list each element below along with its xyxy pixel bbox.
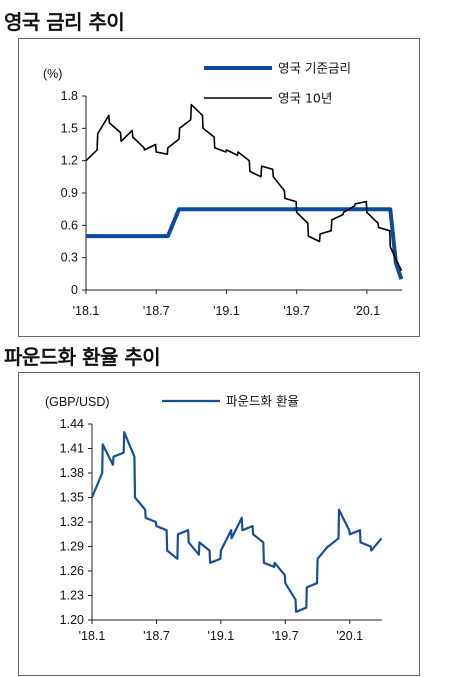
x-tick-label: '19.7 <box>272 629 299 643</box>
gbp-fx-chart: (GBP/USD) 1.44 1.41 1.38 1.35 1.32 1.29 1.26 1.2… <box>45 394 383 643</box>
y-tick-label: 1.29 <box>60 540 84 554</box>
x-tick-label: '18.7 <box>143 304 170 318</box>
y-tick-label: 1.32 <box>60 515 84 529</box>
legend-label: 영국 10년 <box>278 91 332 106</box>
y-tick-label: 0.3 <box>61 251 78 265</box>
bottom-chart-title: 파운드화 환율 추이 <box>4 345 161 369</box>
y-tick-label: 0.9 <box>61 186 78 200</box>
gbp-fx-series-line-1 <box>90 431 383 613</box>
y-tick-label: 1.2 <box>61 154 78 168</box>
x-tick-label: '18.7 <box>143 629 170 643</box>
x-tick-label: '19.1 <box>213 304 240 318</box>
x-tick-label: '20.1 <box>354 304 381 318</box>
x-tick-label: '19.1 <box>208 629 235 643</box>
y-tick-label: 1.41 <box>60 442 84 456</box>
x-tick-label: '18.1 <box>73 304 100 318</box>
x-tick-label: '18.1 <box>79 629 106 643</box>
x-tick-label: '19.7 <box>283 304 310 318</box>
x-tick-label: '20.1 <box>336 629 363 643</box>
y-tick-label: 1.35 <box>60 491 84 505</box>
y-tick-label: 1.23 <box>60 589 84 603</box>
y-tick-label: 1.44 <box>60 417 84 431</box>
y-tick-label: 1.38 <box>60 466 84 480</box>
uk-rates-series-line-1 <box>86 207 404 280</box>
uk-rates-series-line-2 <box>85 103 403 271</box>
gbp-fx-chart-panel: (GBP/USD) 1.44 1.41 1.38 1.35 1.32 1.29 1.26 1.2… <box>18 372 420 676</box>
uk-rates-chart-panel: (%) 1.8 1.5 1.2 0.9 0.6 0.3 0 '18.1 '18.7 '19.1 '19… <box>18 38 420 337</box>
y-tick-label: 0.6 <box>61 218 78 232</box>
legend-label: 영국 기준금리 <box>278 61 351 76</box>
top-chart-title: 영국 금리 추이 <box>4 10 125 34</box>
y-tick-label: 1.26 <box>60 564 84 578</box>
y-tick-label: 1.5 <box>61 121 78 135</box>
y-tick-label: 1.8 <box>61 89 78 103</box>
y-tick-label: 1.20 <box>60 613 84 627</box>
legend-label: 파운드화 환율 <box>226 394 299 409</box>
uk-rates-chart: (%) 1.8 1.5 1.2 0.9 0.6 0.3 0 '18.1 '18.7 '19.1 '19… <box>43 61 404 318</box>
y-tick-label: 0 <box>71 283 78 297</box>
y-unit-label: (GBP/USD) <box>45 395 110 409</box>
y-unit-label: (%) <box>43 67 62 81</box>
